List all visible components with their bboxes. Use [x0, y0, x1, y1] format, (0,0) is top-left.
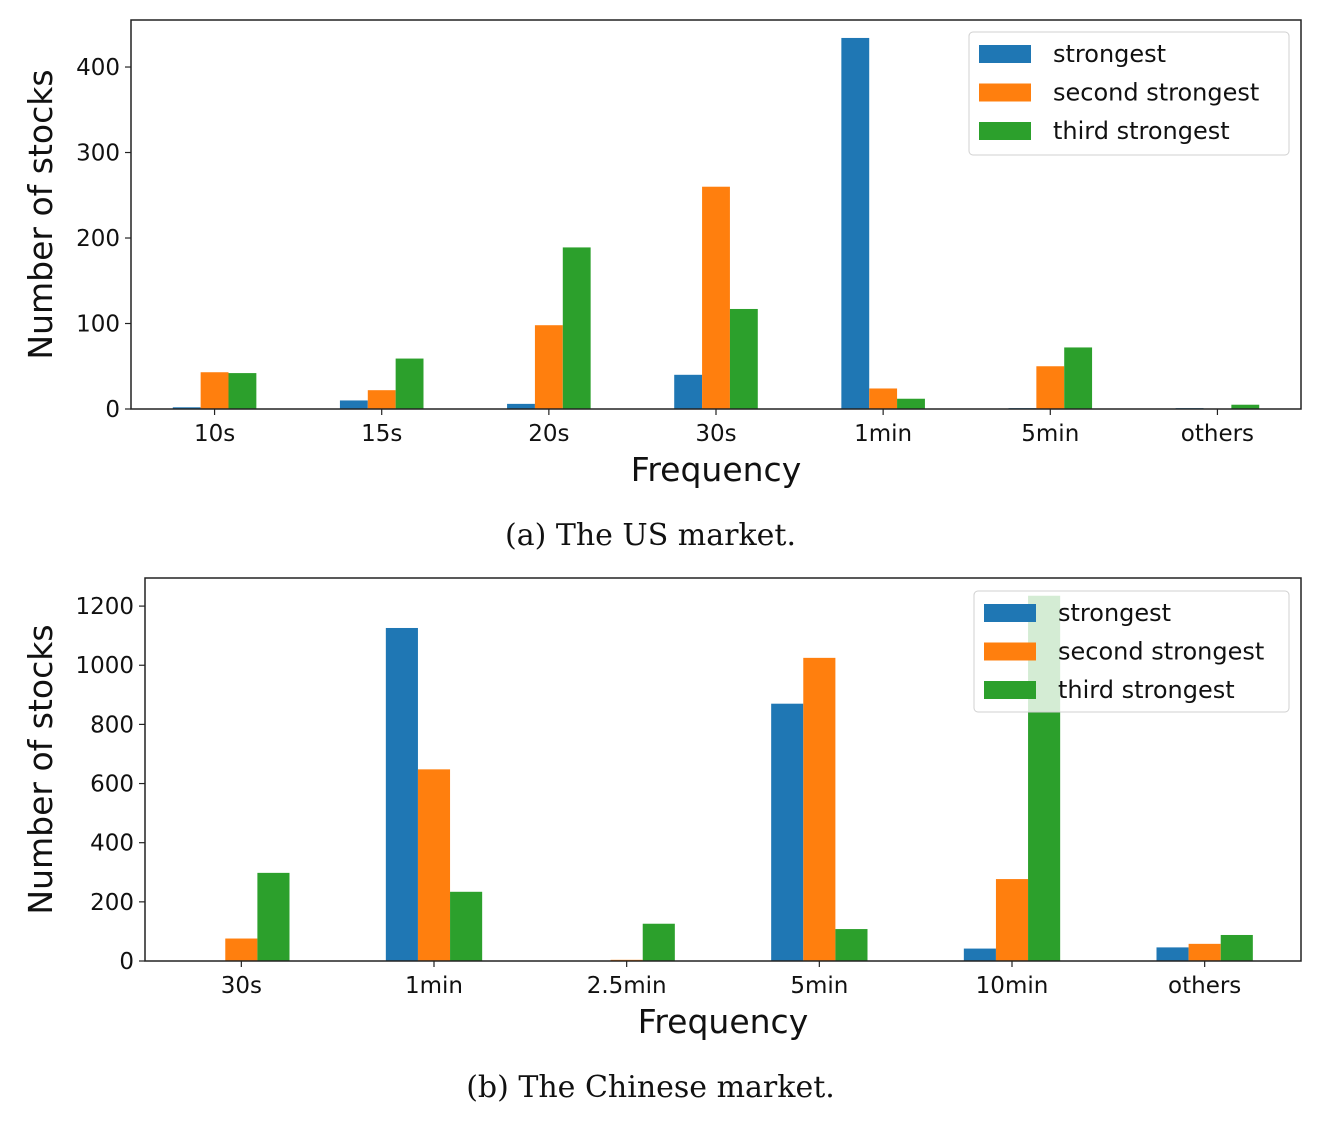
bar-third-strongest-15s: [395, 358, 424, 409]
bar-second-strongest-20s: [534, 325, 563, 409]
figure-chinese-market: 0 200 400 600 800 1000 1200 30s 1min 2.5min 5min 10…: [0, 560, 1325, 1065]
bar-third-strongest-others: [1231, 404, 1260, 409]
chart-us-market: 0 100 200 300 400 10s 15s 20s 30s 1min 5min others F…: [21, 19, 1302, 489]
bar-strongest-5min: [771, 703, 804, 961]
chart-chinese-market: 0 200 400 600 800 1000 1200 30s 1min 2.5min 5min 10…: [21, 577, 1302, 1041]
bar-third-strongest-30s: [729, 308, 758, 409]
bars: [172, 37, 1260, 409]
x-tick-label: 15s: [361, 421, 402, 447]
legend-swatch-strongest: [979, 45, 1031, 63]
legend-box: [973, 590, 1290, 713]
bar-strongest-20s: [507, 403, 535, 409]
x-tick-label: others: [1181, 421, 1254, 447]
bar-strongest-10min: [963, 948, 996, 961]
bar-third-strongest-5min: [835, 929, 868, 961]
x-tick-label: 30s: [695, 421, 736, 447]
legend-label-second-strongest: second strongest: [1053, 79, 1259, 107]
x-tick-label: 5min: [1021, 421, 1079, 447]
legend: strongest second strongest third strongest: [968, 31, 1290, 156]
bar-third-strongest-2.5min: [642, 923, 675, 961]
bar-second-strongest-10s: [200, 372, 229, 409]
bars: [225, 595, 1253, 961]
caption-chinese-market: (b) The Chinese market.: [466, 1070, 835, 1105]
bar-third-strongest-5min: [1064, 347, 1093, 409]
legend-swatch-second-strongest: [979, 83, 1031, 102]
x-tick-label: 20s: [528, 421, 569, 447]
bar-second-strongest-5min: [1036, 366, 1065, 409]
x-tick-label: 2.5min: [587, 973, 667, 999]
bar-strongest-others: [1156, 947, 1189, 961]
bar-third-strongest-others: [1220, 934, 1253, 961]
y-axis-label: Number of stocks: [21, 69, 60, 359]
legend-label-strongest: strongest: [1058, 599, 1171, 627]
y-axis-label: Number of stocks: [21, 624, 60, 914]
x-axis-label: Frequency: [638, 1002, 808, 1041]
x-tick-label: 30s: [221, 973, 262, 999]
bar-second-strongest-1min: [417, 769, 451, 961]
y-tick-label: 100: [76, 312, 120, 338]
y-tick-label: 400: [76, 55, 120, 81]
y-tick-label: 200: [90, 890, 134, 916]
bar-strongest-1min: [385, 627, 418, 961]
y-tick-label: 0: [105, 397, 120, 423]
bar-strongest-1min: [841, 37, 870, 409]
legend-swatch-strongest: [984, 604, 1036, 622]
x-axis-label: Frequency: [631, 450, 801, 489]
legend-label-strongest: strongest: [1053, 40, 1166, 68]
bar-strongest-10s: [172, 407, 201, 409]
y-tick-label: 0: [119, 949, 134, 975]
legend-label-second-strongest: second strongest: [1058, 638, 1264, 666]
y-tick-label: 1000: [75, 653, 134, 679]
axes-frame: [144, 577, 1302, 962]
bar-third-strongest-20s: [562, 247, 591, 409]
bar-second-strongest-30s: [702, 186, 730, 409]
legend: strongest second strongest third strongest: [973, 590, 1290, 713]
bar-third-strongest-1min: [897, 398, 925, 409]
bar-strongest-15s: [339, 400, 368, 409]
y-tick-label: 200: [76, 226, 120, 252]
legend-swatch-third-strongest: [984, 681, 1036, 699]
legend-swatch-third-strongest: [979, 122, 1031, 140]
bar-third-strongest-30s: [257, 872, 290, 961]
bar-second-strongest-1min: [869, 388, 898, 409]
bar-second-strongest-5min: [803, 657, 836, 961]
bar-second-strongest-15s: [367, 390, 396, 409]
x-tick-label: 1min: [405, 973, 463, 999]
y-tick-label: 800: [90, 712, 134, 738]
figure-us-market: 0 100 200 300 400 10s 15s 20s 30s 1min 5min others F…: [0, 0, 1325, 515]
x-tick-label: 5min: [790, 973, 848, 999]
legend-label-third-strongest: third strongest: [1053, 117, 1230, 145]
x-tick-label: 1min: [854, 421, 912, 447]
bar-strongest-30s: [674, 374, 703, 409]
bar-second-strongest-10min: [995, 879, 1029, 961]
bar-third-strongest-10s: [228, 373, 257, 409]
bar-second-strongest-others: [1188, 943, 1221, 961]
x-tick-label: 10min: [976, 973, 1049, 999]
bar-second-strongest-30s: [225, 938, 258, 961]
y-tick-label: 400: [90, 831, 134, 857]
y-tick-label: 600: [90, 772, 134, 798]
x-tick-label: 10s: [194, 421, 235, 447]
legend-label-third-strongest: third strongest: [1058, 676, 1235, 704]
caption-us-market: (a) The US market.: [504, 518, 797, 553]
x-tick-label: others: [1168, 973, 1241, 999]
y-tick-label: 300: [76, 141, 120, 167]
bar-third-strongest-1min: [450, 891, 483, 961]
legend-swatch-second-strongest: [984, 642, 1036, 661]
legend-box: [968, 31, 1290, 156]
y-tick-label: 1200: [75, 594, 134, 620]
